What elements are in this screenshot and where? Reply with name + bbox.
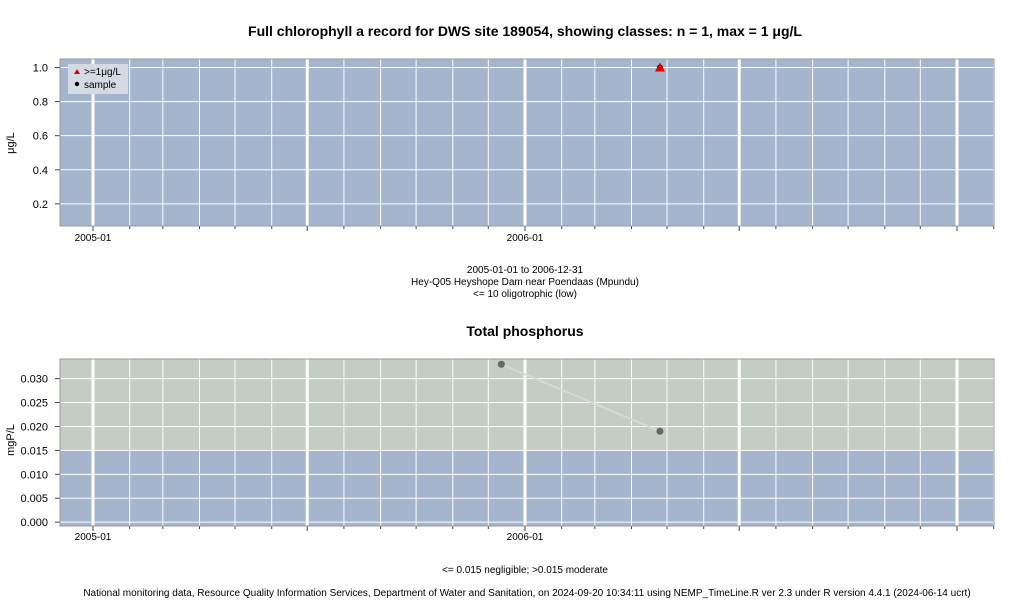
chart1-legend: >=1μg/L sample — [68, 64, 128, 94]
chart1-y-axis-label: μg/L — [5, 132, 17, 154]
chart2-y-tick-label: 0.025 — [20, 398, 48, 410]
chart2-data-point — [656, 427, 664, 435]
chart1-legend-dot-icon — [74, 81, 80, 87]
chart1-legend-triangle-icon — [74, 69, 80, 74]
chart1-y-tick-label: 0.8 — [33, 97, 48, 109]
chart2-caption-classes: <= 0.015 negligible; >0.015 moderate — [442, 565, 608, 576]
chart1-caption-date-range: 2005-01-01 to 2006-12-31 — [467, 265, 584, 276]
chart2-title: Total phosphorus — [466, 323, 583, 339]
chart1-plot-area: 0.2 0.4 0.6 0.8 1.0 2005-01 2006-01 — [33, 58, 995, 244]
chart2-y-tick-label: 0.005 — [20, 493, 48, 505]
chart1-y-tick-label: 0.2 — [33, 199, 48, 211]
chart2-y-axis-label: mgP/L — [5, 424, 17, 456]
chart1-y-tick-label: 1.0 — [33, 63, 48, 75]
footer-credit: National monitoring data, Resource Quali… — [83, 588, 970, 599]
chart1-legend-label-1: sample — [84, 80, 117, 91]
chart2-y-tick-label: 0.010 — [20, 469, 48, 481]
chart2-band-0 — [60, 450, 994, 526]
chart1-y-tick-label: 0.4 — [33, 165, 48, 177]
chart1-x-tick-label: 2005-01 — [75, 233, 112, 244]
chart2-series-line — [500, 363, 661, 433]
chart1-band-0 — [60, 59, 994, 226]
chart2-x-tick-label: 2006-01 — [507, 532, 544, 543]
chart1-title: Full chlorophyll a record for DWS site 1… — [248, 23, 802, 39]
chart2-y-tick-label: 0.020 — [20, 421, 48, 433]
chart2-frame — [59, 358, 995, 527]
chart1-frame — [59, 58, 995, 227]
chart1-y-tick-label: 0.6 — [33, 131, 48, 143]
chart1-legend-box — [68, 64, 128, 94]
chart1-caption-site: Hey-Q05 Heyshope Dam near Poendaas (Mpun… — [411, 277, 639, 288]
chart2-band-1 — [60, 359, 994, 451]
chart2-y-tick-label: 0.000 — [20, 517, 48, 529]
chart1-x-tick-label: 2006-01 — [507, 233, 544, 244]
chart2-data-point — [497, 360, 505, 368]
chart2-y-tick-label: 0.015 — [20, 445, 48, 457]
chart2-plot-area: 0.000 0.005 0.010 0.015 0.020 0.025 0.030 2005-… — [20, 358, 995, 543]
chart1-legend-label-0: >=1μg/L — [84, 67, 121, 78]
chart2-x-tick-label: 2005-01 — [75, 532, 112, 543]
chart1-data-point-triangle — [654, 62, 665, 72]
chart2-y-tick-label: 0.030 — [20, 374, 48, 386]
chart1-caption-class: <= 10 oligotrophic (low) — [473, 289, 577, 300]
